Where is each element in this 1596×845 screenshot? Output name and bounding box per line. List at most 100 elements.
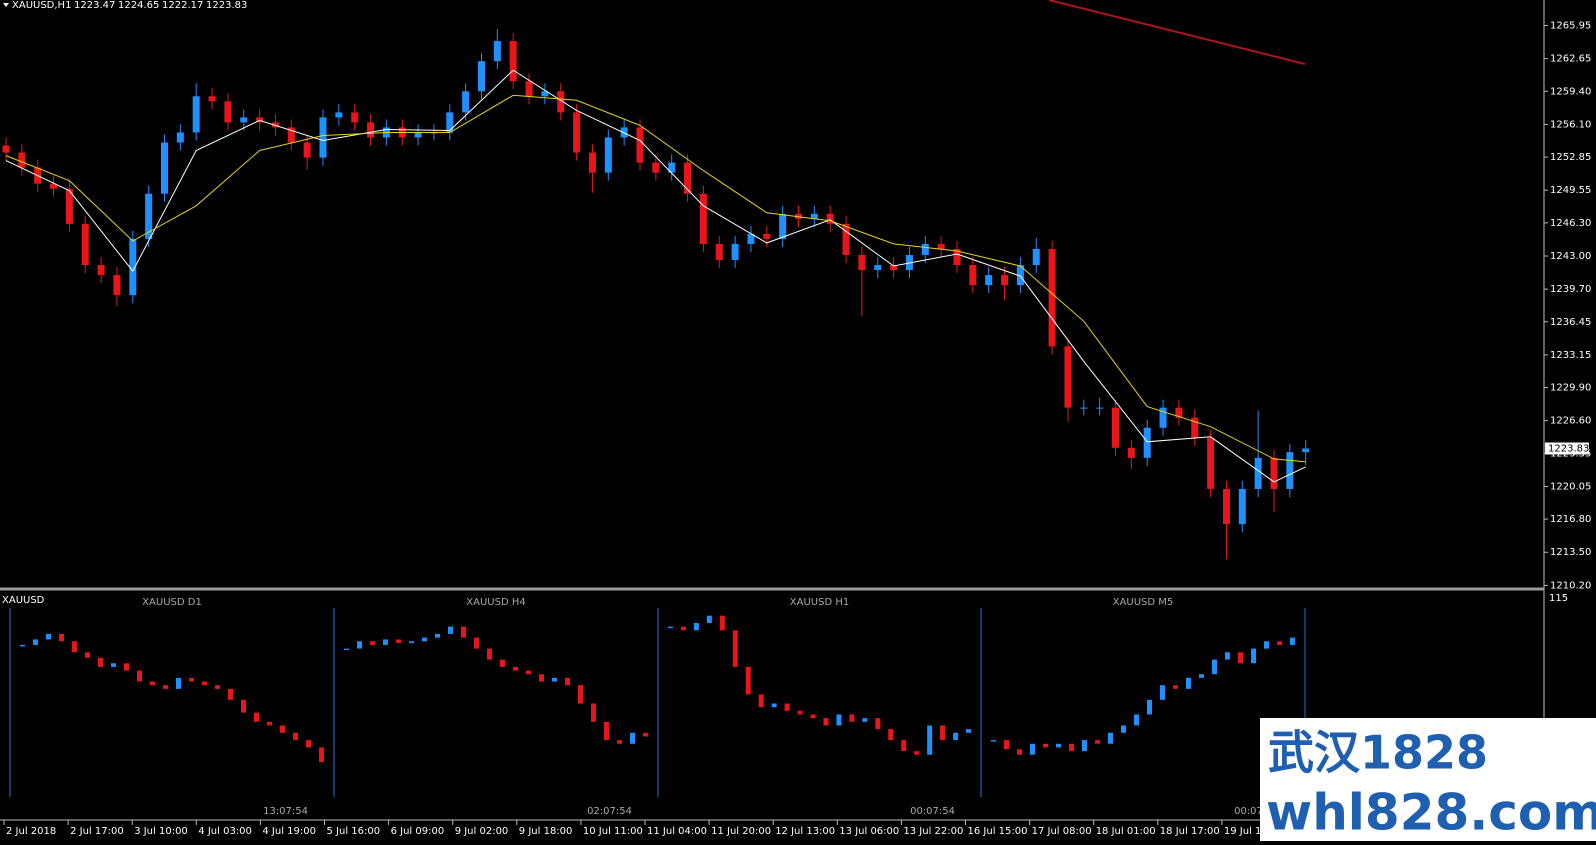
mini-candle	[150, 681, 155, 686]
mini-candle	[435, 633, 440, 638]
candle-body	[1222, 488, 1230, 525]
mini-candle	[1212, 659, 1217, 675]
candle-body	[414, 132, 422, 138]
mini-candle	[604, 721, 609, 741]
candle-body	[1286, 452, 1294, 489]
mini-candle	[163, 685, 168, 689]
mini-candle	[422, 637, 427, 642]
mini-candle	[797, 710, 803, 715]
y-tick-label: 1213.50	[1550, 547, 1591, 558]
candle-body	[240, 117, 248, 123]
y-tick-label: 1246.30	[1550, 218, 1591, 229]
candle-body	[65, 188, 73, 224]
candle-body	[779, 213, 787, 239]
mini-candle	[940, 725, 946, 741]
x-tick-label: 13 Jul 06:00	[839, 826, 899, 837]
candle-body	[604, 137, 612, 173]
x-tick-label: 9 Jul 02:00	[455, 826, 509, 837]
mini-candle	[1147, 699, 1152, 715]
mini-candle	[914, 751, 920, 755]
candle-body	[810, 213, 818, 219]
candle-body	[1064, 346, 1072, 408]
candle-body	[826, 213, 834, 224]
candle-body	[97, 265, 105, 276]
mini-candle	[293, 732, 298, 741]
mini-chart-timer: 00:07:54	[1234, 806, 1279, 817]
candle-body	[858, 254, 866, 271]
candle-body	[890, 265, 898, 271]
y-tick-label: 1216.80	[1550, 514, 1591, 525]
candle-body	[1191, 417, 1199, 438]
candle-body	[525, 81, 533, 97]
mini-candle	[500, 659, 505, 667]
mini-candle	[1225, 652, 1230, 660]
candle-body	[493, 41, 501, 62]
mini-candle	[1290, 637, 1295, 645]
mini-candle	[693, 622, 699, 631]
mini-candle	[1264, 641, 1269, 649]
mini-candle	[487, 648, 492, 660]
candle-body	[652, 162, 660, 173]
mini-chart-timer: 02:07:54	[587, 806, 632, 817]
mini-candle	[215, 685, 220, 689]
candle-body	[1159, 407, 1167, 428]
mini-candle	[1017, 749, 1022, 755]
mini-chart-title: XAUUSD H1	[790, 597, 849, 608]
candle-body	[335, 112, 343, 118]
mini-chart-title: XAUUSD M5	[1113, 597, 1174, 608]
y-tick-label: 1233.15	[1550, 350, 1591, 361]
mini-candle	[888, 729, 894, 741]
candle-body	[953, 248, 961, 266]
candle-body	[287, 127, 295, 143]
y-tick-label: 1265.95	[1550, 21, 1591, 32]
trend-line	[1048, 0, 1306, 65]
mini-candle	[383, 639, 388, 645]
candle-body	[161, 142, 168, 194]
header-symbol: XAUUSD,H1	[12, 0, 71, 11]
header-close: 1223.83	[206, 0, 247, 11]
mini-candle	[189, 677, 194, 682]
candle-body	[715, 243, 723, 261]
mini-candle	[927, 725, 933, 755]
x-tick-label: 17 Jul 08:00	[1032, 826, 1092, 837]
mini-candle	[784, 703, 790, 711]
mini-candle	[617, 740, 622, 744]
x-tick-label: 10 Jul 11:00	[583, 826, 643, 837]
candle-body	[684, 162, 692, 194]
candle-body	[1207, 437, 1215, 489]
mini-candle	[706, 615, 712, 623]
candle-body	[573, 112, 581, 153]
x-tick-label: 11 Jul 20:00	[711, 826, 771, 837]
candle-body	[50, 183, 58, 189]
mini-candle	[98, 657, 103, 667]
mini-candle	[1160, 685, 1165, 700]
mini-candle	[578, 685, 583, 704]
candle-body	[18, 152, 26, 168]
y-tick-label: 1249.55	[1550, 185, 1591, 196]
candle-body	[1270, 457, 1278, 489]
mini-candle	[228, 688, 233, 700]
candle-body	[1238, 488, 1246, 525]
candle-body	[208, 96, 216, 102]
mini-candle	[409, 641, 414, 644]
candle-body	[351, 112, 359, 123]
candle-body	[1175, 407, 1183, 418]
mini-candle	[1082, 740, 1087, 752]
mini-chart-title: XAUUSD H4	[466, 597, 525, 608]
candle-body	[874, 265, 882, 271]
x-tick-label: 11 Jul 04:00	[647, 826, 707, 837]
mini-candle	[513, 666, 518, 671]
watermark-line1: 武汉1828	[1268, 726, 1488, 780]
mini-candle	[137, 670, 142, 682]
mini-candle	[1095, 740, 1100, 744]
mini-candle	[448, 626, 453, 634]
mini-candle	[461, 626, 466, 638]
x-tick-label: 16 Jul 15:00	[968, 826, 1028, 837]
mini-candle	[953, 732, 959, 741]
mini-candle	[667, 626, 673, 629]
candle-body	[1302, 448, 1310, 453]
candle-body	[731, 243, 739, 261]
menu-arrow[interactable]	[3, 3, 9, 7]
candle-body	[367, 122, 375, 138]
